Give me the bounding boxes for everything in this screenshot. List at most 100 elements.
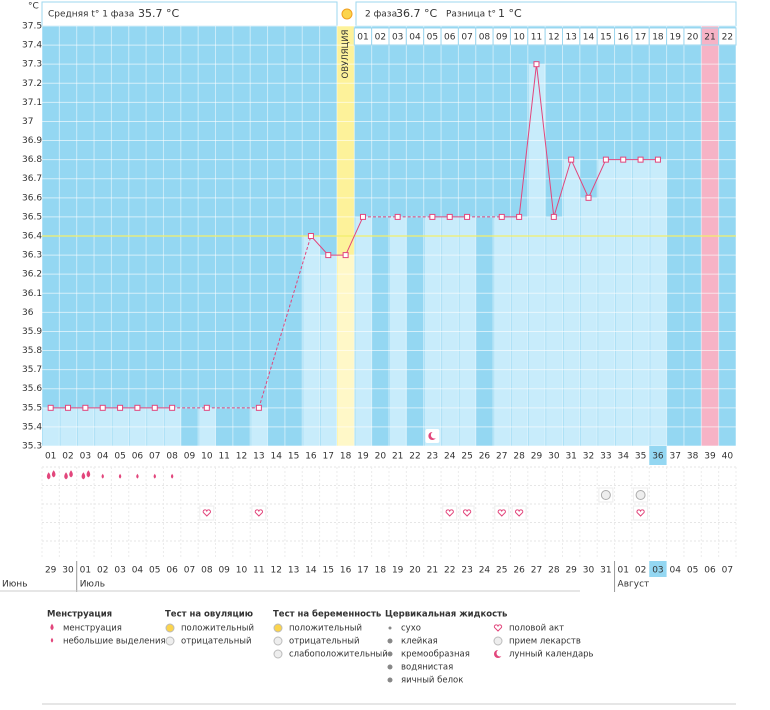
- y-tick-label: 35.3: [22, 442, 42, 452]
- calendar-date: 29: [565, 566, 577, 576]
- temp-marker: [359, 213, 366, 220]
- calendar-date: 05: [687, 566, 698, 576]
- luteal-day: 04: [409, 33, 421, 43]
- x-tick-label: 03: [80, 452, 91, 462]
- luteal-day: 02: [375, 33, 386, 43]
- x-tick-label: 28: [513, 452, 525, 462]
- y-tick-label: 36.8: [22, 155, 42, 165]
- luteal-day: 08: [479, 33, 491, 43]
- calendar-date: 11: [253, 566, 264, 576]
- ovulation-label: ОВУЛЯЦИЯ: [341, 29, 351, 78]
- luteal-day: 21: [704, 33, 715, 43]
- luteal-day: 09: [496, 33, 508, 43]
- temp-bar: [632, 159, 650, 447]
- calendar-date: 12: [270, 566, 281, 576]
- menstruation-heavy: [51, 470, 56, 478]
- calendar-date: 04: [670, 566, 682, 576]
- calendar-date: 09: [218, 566, 230, 576]
- menstruation-heavy: [69, 470, 73, 478]
- calendar-date: 18: [375, 566, 387, 576]
- legend-icon: [165, 636, 175, 646]
- legend-item: положительный: [289, 624, 362, 634]
- x-tick-label: 14: [270, 452, 282, 462]
- legend-item: менструация: [63, 624, 122, 634]
- temp-bar: [563, 159, 580, 447]
- luteal-day: 07: [461, 33, 472, 43]
- temp-bar: [615, 159, 632, 447]
- diff-value: 1 °C: [498, 7, 522, 20]
- temp-marker: [325, 252, 332, 259]
- luteal-cell: [718, 27, 737, 46]
- temp-marker: [47, 404, 54, 411]
- legend-icon: [387, 638, 393, 644]
- intercourse-bg: [633, 505, 649, 521]
- x-tick-label: 20: [375, 452, 387, 462]
- x-tick-label: 39: [704, 452, 716, 462]
- legend-icon: [387, 677, 393, 683]
- x-tick-label: 38: [687, 452, 699, 462]
- temp-bar: [650, 159, 667, 447]
- legend-item: отрицательный: [181, 637, 251, 647]
- y-tick-label: 35.7: [22, 365, 42, 375]
- legend-icon: [387, 664, 393, 670]
- legend-item: яичный белок: [401, 676, 463, 686]
- x-tick-label: 36: [652, 452, 664, 462]
- x-tick-label: 26: [479, 452, 491, 462]
- x-tick-label: 17: [323, 452, 334, 462]
- intercourse-icon: [462, 509, 472, 517]
- phase1-box: [41, 1, 338, 27]
- luteal-day: 12: [548, 33, 559, 43]
- intercourse-bg: [199, 505, 215, 521]
- x-tick-label: 04: [97, 452, 109, 462]
- temp-line: [50, 64, 658, 409]
- x-tick-label: 18: [340, 452, 352, 462]
- y-tick-label: 37.5: [22, 22, 42, 32]
- x-tick-label: 10: [201, 452, 213, 462]
- y-tick-label: 35.5: [22, 403, 42, 413]
- intercourse-icon: [445, 509, 454, 517]
- temp-marker: [446, 213, 453, 220]
- temp-marker: [117, 404, 124, 411]
- legend-icon: [165, 623, 175, 633]
- calendar-date: 07: [184, 566, 195, 576]
- temp-bar: [598, 159, 615, 447]
- x-tick-label: 40: [722, 452, 734, 462]
- legend-title: Тест на овуляцию: [165, 610, 253, 620]
- temp-marker: [654, 156, 661, 163]
- luteal-day: 05: [427, 33, 438, 43]
- temp-bar: [303, 236, 320, 446]
- calendar-date: 20: [409, 566, 421, 576]
- calendar-date: 10: [236, 566, 248, 576]
- x-tick-label: 35: [635, 452, 646, 462]
- x-tick-label: 30: [548, 452, 560, 462]
- temp-marker: [151, 404, 158, 411]
- menstruation-heavy: [81, 472, 86, 480]
- calendar-date: 26: [513, 566, 525, 576]
- temp-marker: [394, 213, 401, 220]
- legend-item: небольшие выделения: [63, 637, 166, 647]
- calendar-date: 30: [583, 566, 595, 576]
- luteal-day: 14: [583, 33, 595, 43]
- luteal-day: 22: [722, 33, 733, 43]
- legend-icon: [273, 649, 283, 659]
- calendar-date: 24: [479, 566, 491, 576]
- calendar-date: 02: [635, 566, 646, 576]
- legend-icon: [50, 623, 54, 631]
- luteal-day: 01: [357, 33, 368, 43]
- temp-marker: [620, 156, 627, 163]
- calendar-date: 01: [80, 566, 91, 576]
- diff-label: Разница t°: [446, 10, 496, 20]
- menstruation-heavy: [86, 470, 91, 478]
- x-tick-label: 21: [392, 452, 403, 462]
- temp-marker: [498, 213, 505, 220]
- calendar-date: 17: [357, 566, 368, 576]
- y-tick-label: 37: [22, 117, 33, 127]
- y-tick-label: 36.6: [22, 193, 42, 203]
- moon-cut: [430, 431, 438, 439]
- x-tick-label: 37: [670, 452, 681, 462]
- legend-item: слабоположительный: [289, 650, 388, 660]
- intercourse-bg: [459, 505, 475, 521]
- y-tick-label: 37.2: [22, 79, 42, 89]
- intercourse-bg: [511, 505, 527, 521]
